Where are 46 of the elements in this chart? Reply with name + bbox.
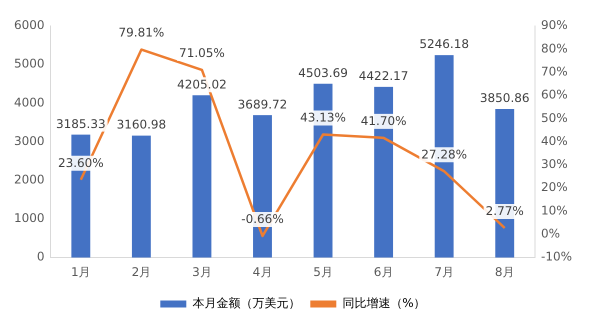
x-tick-label: 8月	[494, 264, 515, 279]
y-tick-label: 5000	[14, 56, 45, 71]
y2-tick-label: 30%	[541, 157, 568, 172]
y-tick-label: 6000	[14, 18, 45, 32]
bar	[132, 136, 151, 258]
data-label: 3689.72	[238, 97, 288, 112]
data-label: 41.70%	[360, 114, 406, 128]
y2-tick-label: 10%	[541, 203, 568, 218]
y2-tick-label: 0%	[541, 226, 560, 241]
data-label: 2.77%	[486, 204, 524, 218]
x-tick-label: 6月	[374, 264, 394, 279]
data-label: 43.13%	[300, 110, 346, 125]
data-label: 4205.02	[177, 77, 227, 92]
data-label: 27.28%	[421, 147, 468, 162]
y2-tick-label: 90%	[541, 18, 568, 32]
y2-tick-label: -10%	[541, 250, 572, 264]
y-tick-label: 3000	[14, 134, 45, 148]
y2-tick-label: 40%	[541, 134, 568, 148]
y2-tick-label: 60%	[541, 88, 568, 102]
data-label: 71.05%	[179, 46, 225, 60]
x-tick-label: 2月	[132, 264, 152, 279]
y2-tick-label: 80%	[541, 41, 568, 56]
y2-tick-label: 70%	[541, 64, 568, 78]
legend-label: 本月金额（万美元）	[192, 296, 300, 310]
x-tick-label: 7月	[434, 264, 454, 279]
y-tick-label: 1000	[14, 211, 45, 226]
y2-tick-label: 50%	[541, 110, 568, 125]
data-label: 3160.98	[116, 118, 166, 132]
x-tick-label: 5月	[313, 264, 333, 279]
y-tick-label: 2000	[14, 172, 45, 187]
x-tick-label: 1月	[70, 264, 91, 279]
y2-tick-label: 20%	[541, 180, 568, 194]
data-label: 3850.86	[480, 91, 530, 106]
x-tick-label: 3月	[192, 264, 212, 279]
data-label: -0.66%	[241, 212, 284, 226]
legend-label: 同比增速（%）	[342, 296, 426, 310]
data-label: 79.81%	[118, 26, 164, 40]
data-label: 5246.18	[419, 37, 469, 52]
data-label: 3185.33	[56, 116, 106, 131]
y-tick-label: 4000	[14, 95, 45, 110]
bar	[192, 95, 212, 258]
data-label: 4503.69	[298, 66, 348, 80]
data-label: 23.60%	[58, 156, 104, 170]
data-label: 4422.17	[358, 69, 408, 84]
x-tick-label: 4月	[252, 264, 272, 279]
y-tick-label: 0	[36, 250, 45, 264]
